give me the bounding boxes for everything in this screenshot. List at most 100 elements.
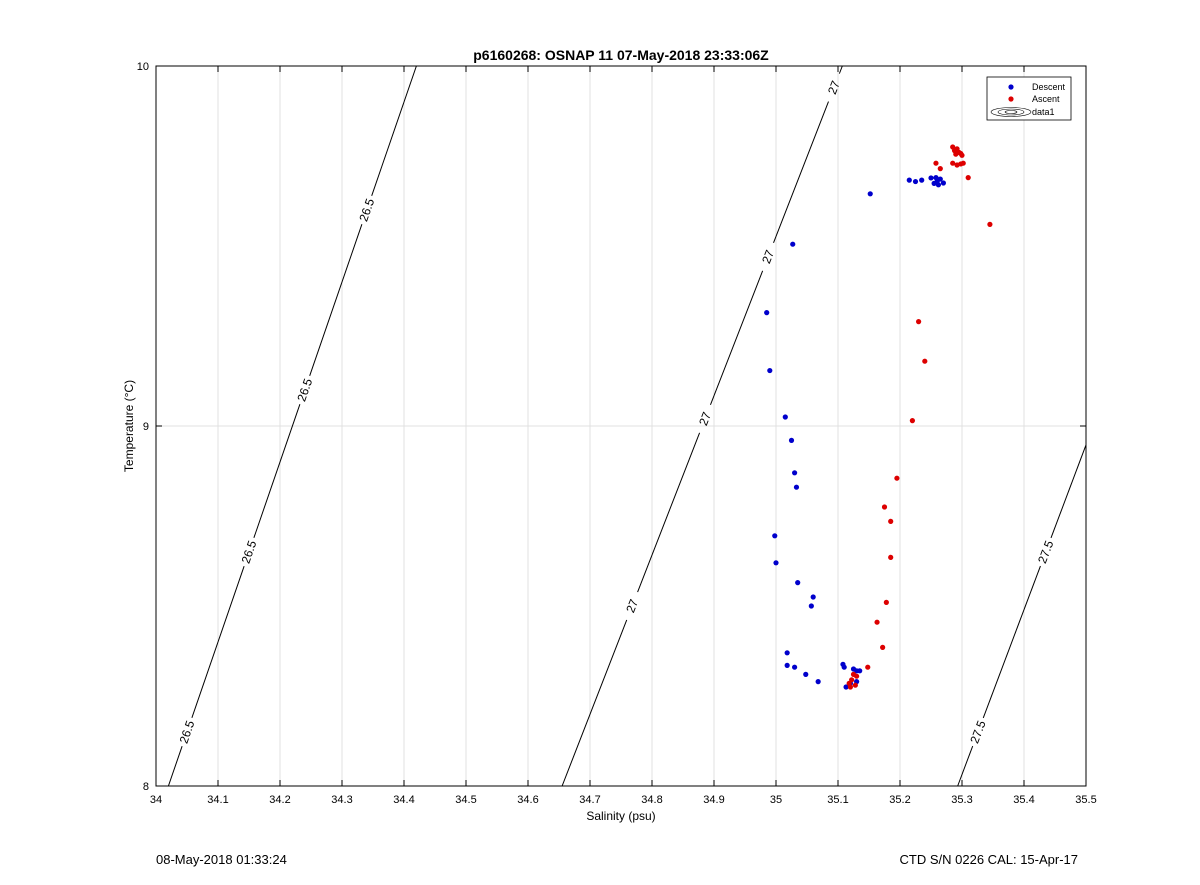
descent-point <box>928 175 934 181</box>
descent-point <box>857 668 863 674</box>
isopycnal-line-segment <box>167 746 183 786</box>
descent-point <box>792 470 798 476</box>
isopycnal-line-segment <box>371 66 417 196</box>
ascent-point <box>933 160 939 166</box>
ascent-point <box>987 221 993 227</box>
axis-ticks: 34 34.1 34.2 34.3 34.4 34.5 34.6 34.7 34.8 34.9 35… <box>137 61 1097 806</box>
isopycnal-line-segment <box>982 565 1041 719</box>
descent-point <box>815 679 821 685</box>
x-tick-label: 34.5 <box>455 794 476 806</box>
legend-ascent-marker <box>1008 96 1014 102</box>
descent-point <box>788 437 795 443</box>
descent-point <box>793 484 800 490</box>
ascent-point <box>894 475 900 481</box>
series-descent <box>764 175 947 690</box>
descent-point <box>940 180 947 186</box>
x-tick-label: 34.8 <box>641 794 662 806</box>
x-tick-label: 35.3 <box>951 794 972 806</box>
isopycnal-line-segment <box>957 745 974 786</box>
legend-descent-marker <box>1008 84 1014 90</box>
ascent-point <box>888 554 894 561</box>
x-tick-label: 34.7 <box>579 794 600 806</box>
legend-ascent-label: Ascent <box>1032 94 1060 104</box>
descent-point <box>792 664 798 670</box>
ascent-point <box>850 671 857 678</box>
descent-point <box>784 650 790 656</box>
descent-point <box>843 684 849 690</box>
isopycnal-line-segment <box>838 66 843 74</box>
isopycnal-line-segment <box>253 404 301 538</box>
ascent-point <box>880 644 886 651</box>
x-tick-label: 34 <box>150 794 162 806</box>
descent-point <box>919 177 925 183</box>
x-tick-label: 34.4 <box>393 794 414 806</box>
isopycnal-label: 27 <box>696 410 714 428</box>
ascent-point <box>881 504 888 510</box>
y-axis-label: Temperature (°C) <box>122 380 136 472</box>
legend-descent-label: Descent <box>1032 82 1066 92</box>
x-tick-label: 34.6 <box>517 794 538 806</box>
descent-point <box>933 175 939 181</box>
descent-point <box>867 191 873 197</box>
ascent-point <box>852 682 858 688</box>
x-tick-label: 34.2 <box>269 794 290 806</box>
chart-title: p6160268: OSNAP 11 07-May-2018 23:33:06Z <box>473 47 769 63</box>
isopycnal-line-segment <box>637 432 701 593</box>
isopycnal-line-segment <box>709 270 764 406</box>
descent-point <box>912 178 919 185</box>
descent-point <box>773 560 779 566</box>
isopycnal-line-segment <box>1050 443 1086 539</box>
y-tick-label: 8 <box>143 781 149 793</box>
ascent-point <box>874 619 880 625</box>
isopycnal-line-segment <box>191 566 245 718</box>
isopycnal-27: 27 27 27 27 <box>561 66 843 786</box>
legend-data1-label: data1 <box>1032 107 1055 117</box>
ascent-point <box>909 418 916 424</box>
descent-point <box>782 414 788 420</box>
descent-point <box>937 176 943 182</box>
isopycnal-label: 27 <box>825 79 843 97</box>
isopycnal-label: 27 <box>759 248 777 266</box>
descent-point <box>841 664 847 670</box>
descent-point <box>935 182 942 188</box>
x-tick-label: 35.4 <box>1013 794 1034 806</box>
descent-point <box>803 671 809 678</box>
legend-contour-icon <box>990 107 1032 117</box>
descent-point <box>808 603 814 609</box>
y-tick-label: 9 <box>143 421 149 433</box>
ascent-point <box>883 599 889 606</box>
footer-timestamp: 08-May-2018 01:33:24 <box>156 852 287 867</box>
descent-point <box>784 662 790 669</box>
x-axis-label: Salinity (psu) <box>586 809 655 823</box>
isopycnal-label: 27 <box>623 597 641 615</box>
ascent-point <box>865 664 871 670</box>
legend-box <box>986 76 1072 121</box>
footer-instrument-info: CTD S/N 0226 CAL: 15-Apr-17 <box>899 852 1078 867</box>
ascent-point <box>959 152 965 158</box>
descent-point <box>772 533 778 539</box>
ascent-point <box>960 160 966 166</box>
descent-point <box>810 594 816 600</box>
ascent-point <box>847 684 854 690</box>
x-tick-label: 35.2 <box>889 794 910 806</box>
legend: Descent Ascent data1 <box>986 76 1072 121</box>
ascent-point <box>916 319 922 325</box>
descent-point <box>795 580 801 586</box>
x-tick-label: 35.1 <box>827 794 848 806</box>
series-ascent <box>846 144 993 690</box>
y-tick-label: 10 <box>137 61 149 73</box>
descent-point <box>906 177 912 183</box>
isopycnal-line-segment <box>561 619 628 786</box>
isopycnal-line-segment <box>773 101 829 244</box>
x-tick-label: 34.1 <box>207 794 228 806</box>
ascent-point <box>888 518 894 525</box>
x-tick-label: 34.3 <box>331 794 352 806</box>
x-tick-label: 35.5 <box>1075 794 1096 806</box>
isopycnal-line-segment <box>309 224 363 376</box>
descent-point <box>767 367 773 374</box>
ascent-point <box>965 175 971 181</box>
data-points <box>764 144 993 690</box>
ascent-point <box>937 166 943 172</box>
ascent-point <box>922 358 928 364</box>
